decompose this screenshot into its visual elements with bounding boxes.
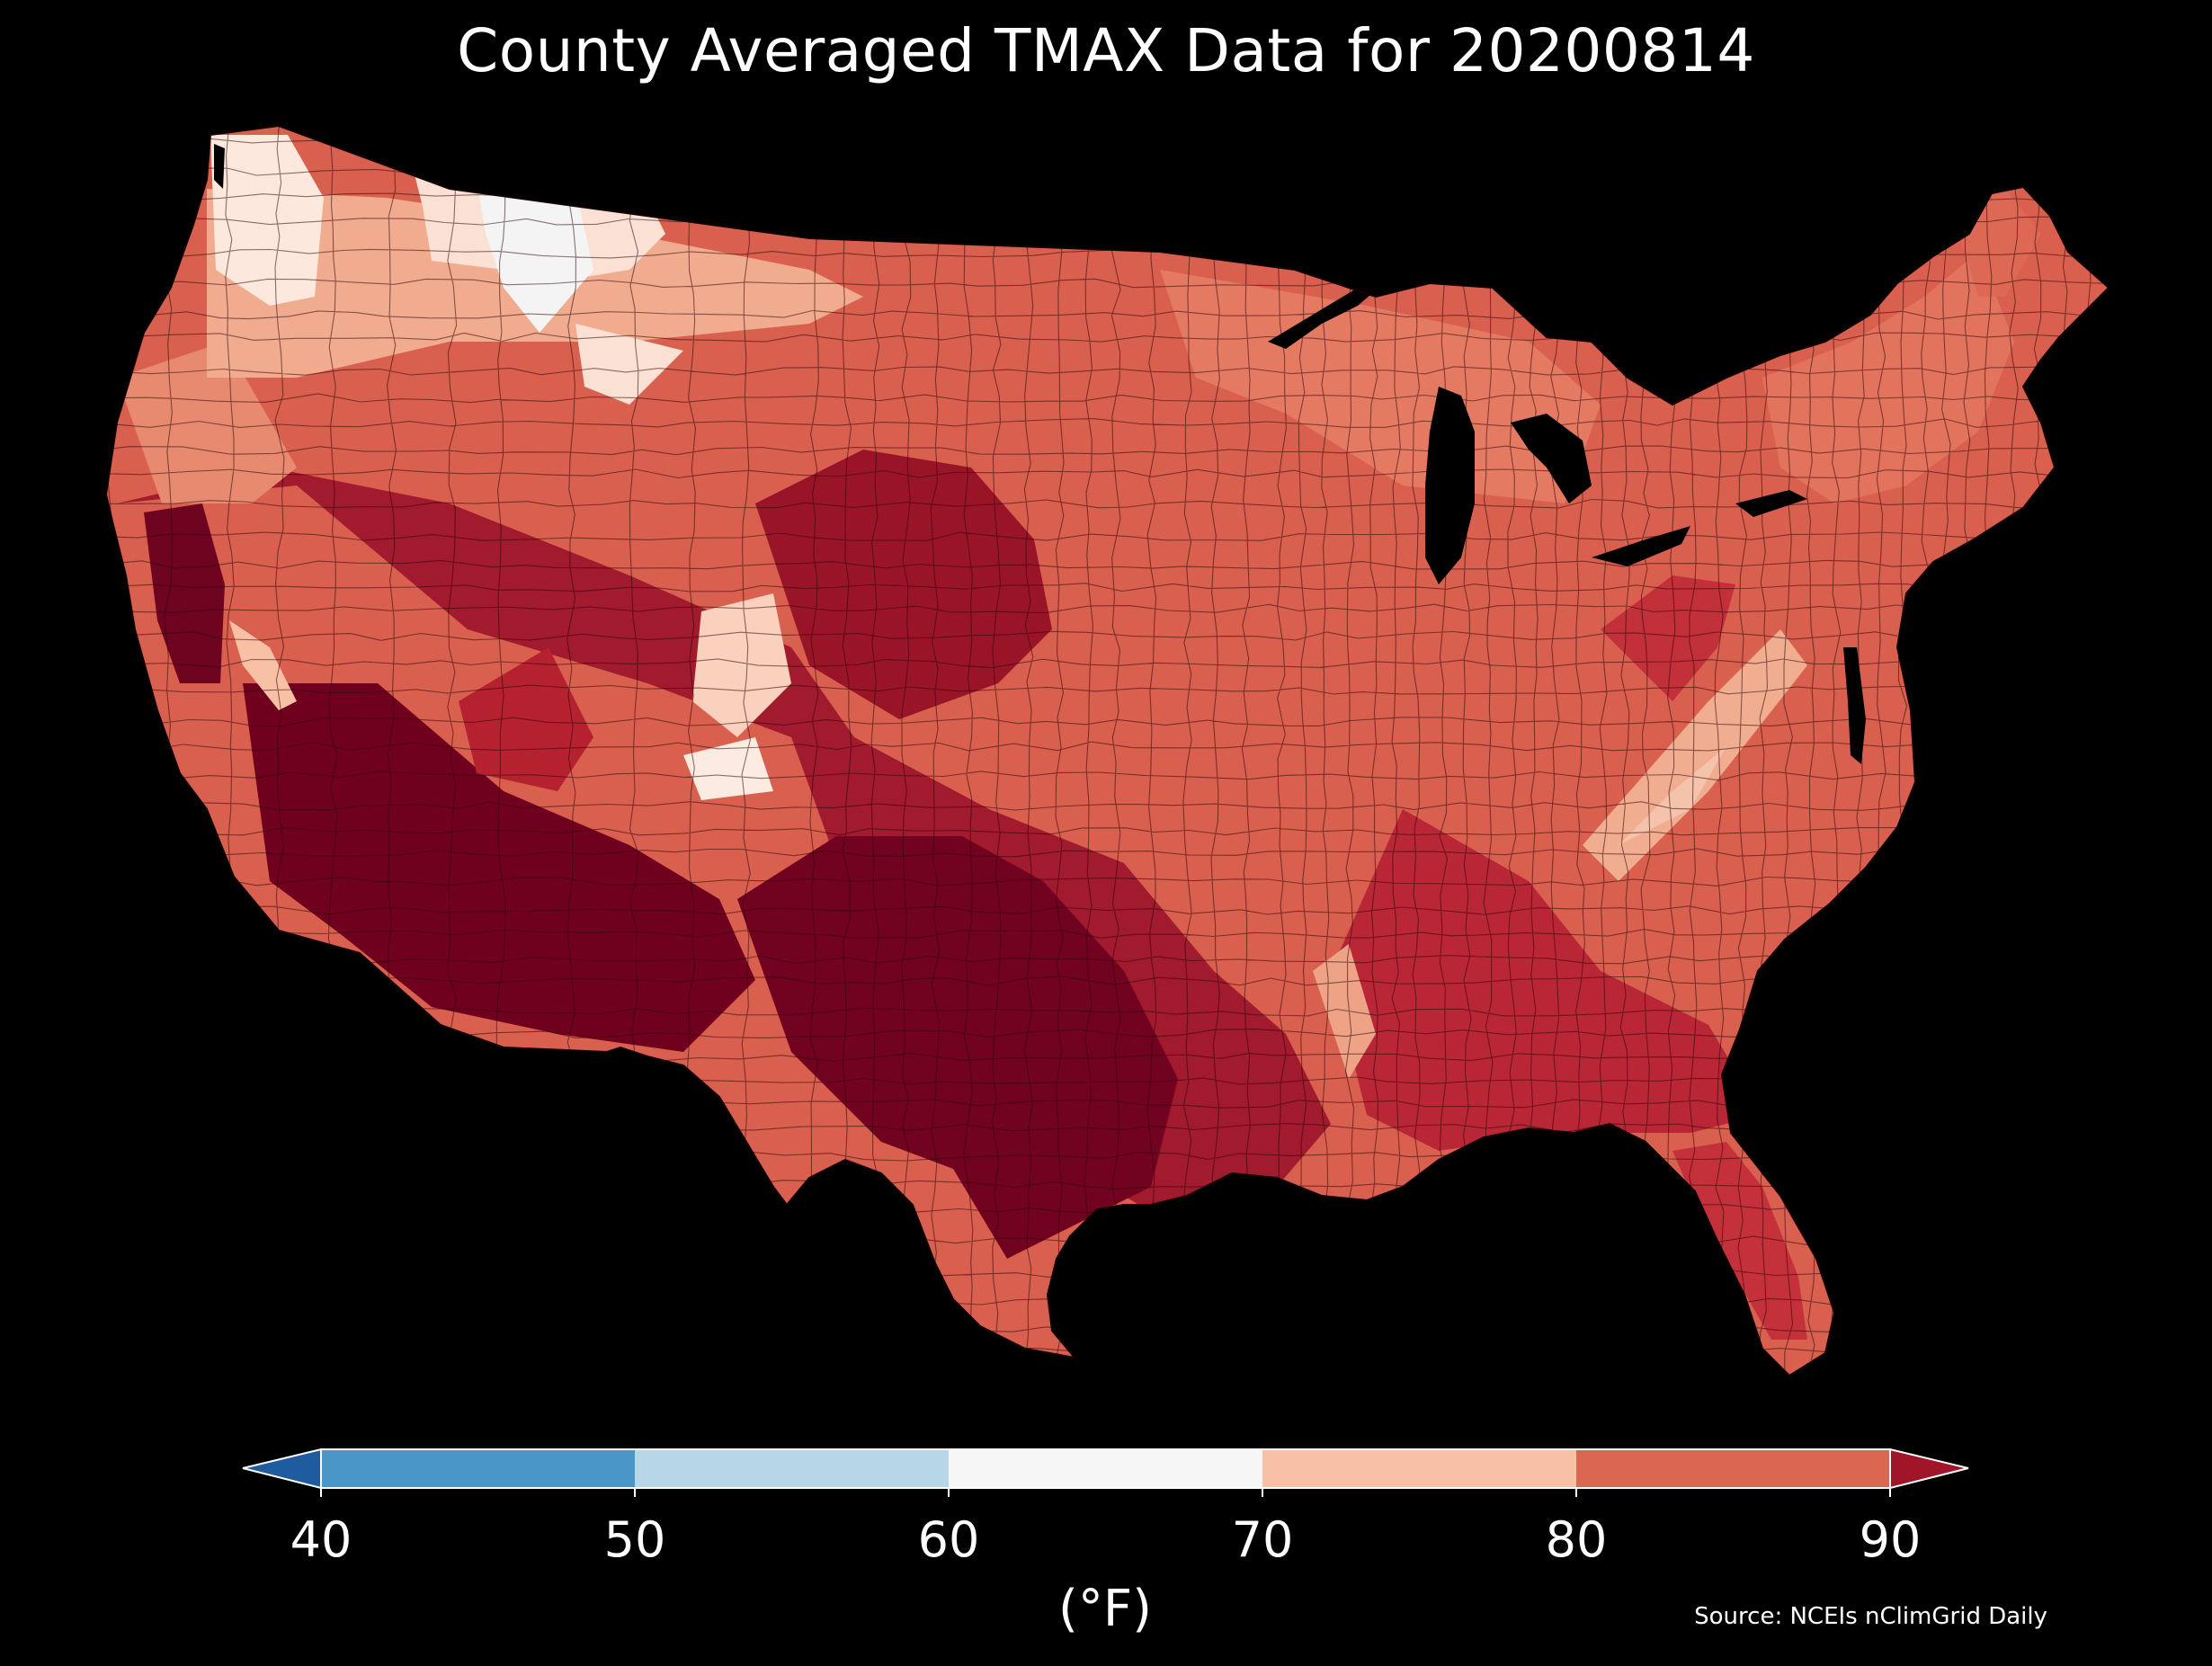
region-ohio-valley-hot xyxy=(1601,575,1735,701)
puget-sound xyxy=(214,144,225,189)
region-wasatch-cool xyxy=(692,593,791,737)
region-snake-river-cool xyxy=(575,324,683,405)
source-credit: Source: NCEIs nClimGrid Daily xyxy=(1694,1603,2047,1630)
lake-superior xyxy=(1268,279,1389,349)
region-washington-cool xyxy=(210,135,324,306)
colorbar-tick-label-60: 60 xyxy=(918,1511,980,1568)
region-southwest-hottest xyxy=(243,683,755,1052)
colorbar-tick-label-40: 40 xyxy=(290,1511,352,1568)
region-southern-plains-hot xyxy=(755,450,1052,719)
colorbar-tick-label-50: 50 xyxy=(604,1511,666,1568)
region-california-valley-hottest xyxy=(144,503,225,683)
region-mississippi-valley-mild xyxy=(1313,944,1376,1079)
region-idaho-montana-coolest xyxy=(477,180,593,333)
lake-huron xyxy=(1511,414,1592,503)
colorbar-under-arrow xyxy=(242,1448,322,1490)
chesapeake-bay xyxy=(1843,647,1866,764)
colorbar-tick-label-70: 70 xyxy=(1232,1511,1294,1568)
colorbar-bin-50-60 xyxy=(635,1449,949,1488)
region-colorado-cool xyxy=(683,737,773,800)
lake-michigan xyxy=(1425,387,1475,584)
lake-ontario xyxy=(1735,490,1807,517)
colorbar-bin-80-90 xyxy=(1576,1449,1890,1488)
colorbar-bin-40-50 xyxy=(321,1449,635,1488)
region-northeast-mild xyxy=(1762,252,2014,503)
colorbar-ticks: 40 50 60 70 80 90 xyxy=(290,1488,1922,1568)
map-title: County Averaged TMAX Data for 20200814 xyxy=(457,16,1755,85)
region-florida-hot xyxy=(1672,1142,1807,1340)
region-appalachian-cool xyxy=(1619,746,1726,845)
region-southeast-hot xyxy=(1331,809,1762,1151)
colorbar-frame xyxy=(320,1448,1891,1489)
water-bodies xyxy=(214,144,1866,764)
region-great-lakes-mild xyxy=(1160,270,1601,503)
colorbar-bin-70-80 xyxy=(1262,1449,1576,1488)
region-texas-hottest xyxy=(737,836,1178,1259)
colorbar-tick-label-90: 90 xyxy=(1860,1511,1922,1568)
region-sierra-cool xyxy=(229,620,297,710)
colorbar-unit-label: (°F) xyxy=(1058,1580,1152,1638)
colorbar-bins xyxy=(321,1449,1890,1488)
colorbar-over-arrow xyxy=(1889,1448,1969,1490)
lake-erie xyxy=(1592,526,1690,566)
colorbar-tick-label-80: 80 xyxy=(1546,1511,1608,1568)
colorbar-bin-60-70 xyxy=(949,1449,1262,1488)
